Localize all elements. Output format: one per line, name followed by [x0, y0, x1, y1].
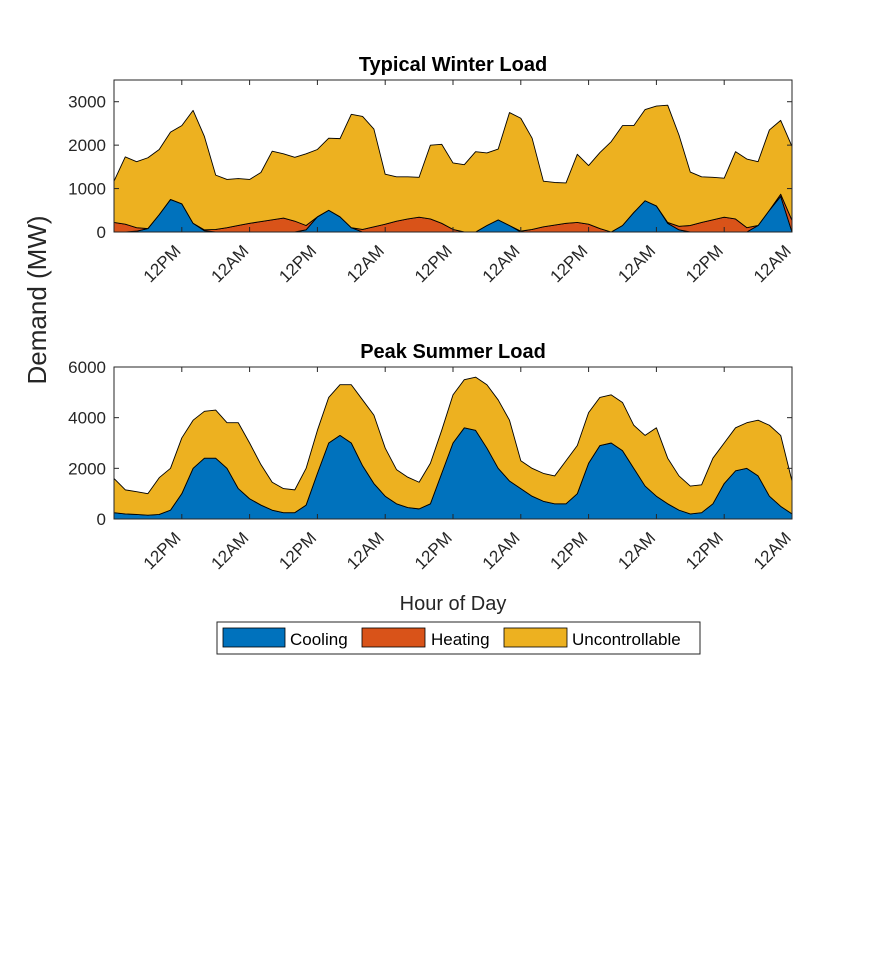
winter-ytick-label: 3000	[68, 93, 106, 112]
summer-ytick-label: 0	[97, 510, 106, 529]
winter-ytick-label: 0	[97, 223, 106, 242]
winter-y-ticks: 0 1000 2000 3000	[68, 93, 792, 242]
legend-label-cooling: Cooling	[290, 630, 348, 649]
x-axis-label: Hour of Day	[400, 593, 507, 615]
winter-chart-title: Typical Winter Load	[359, 54, 547, 76]
summer-axes-box	[113, 366, 793, 520]
summer-y-ticks: 0 2000 4000 6000	[68, 358, 792, 529]
winter-ytick-label: 2000	[68, 136, 106, 155]
legend-swatch-uncontrollable	[503, 627, 568, 648]
legend: Cooling Heating Uncontrollable	[216, 621, 701, 655]
legend-label-heating: Heating	[431, 630, 490, 649]
legend-swatch-heating	[361, 627, 426, 648]
summer-ytick-label: 4000	[68, 409, 106, 428]
winter-axes-box	[113, 79, 793, 233]
legend-swatch-cooling	[222, 627, 286, 648]
summer-chart-title: Peak Summer Load	[360, 341, 546, 363]
legend-label-uncontrollable: Uncontrollable	[572, 630, 681, 649]
summer-ytick-label: 2000	[68, 459, 106, 478]
summer-ytick-label: 6000	[68, 358, 106, 377]
winter-ytick-label: 1000	[68, 180, 106, 199]
y-axis-label: Demand (MW)	[22, 215, 52, 384]
legend-box	[216, 621, 701, 655]
